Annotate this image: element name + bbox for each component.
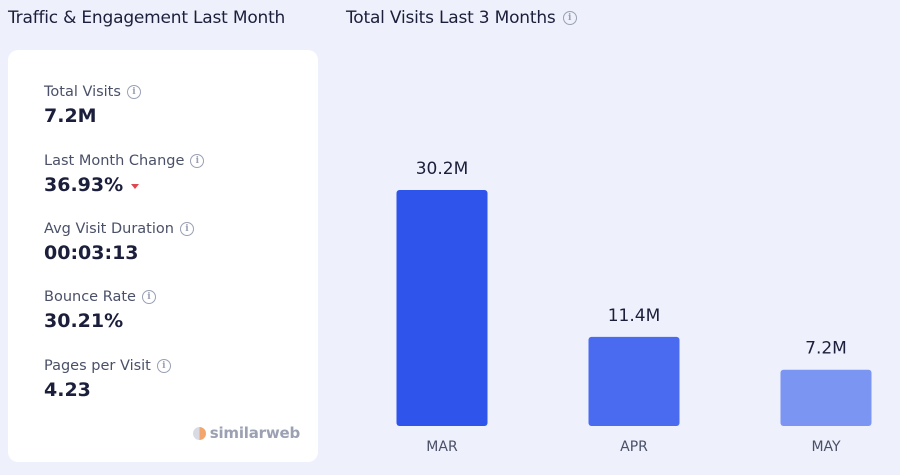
- engagement-heading: Traffic & Engagement Last Month: [8, 8, 285, 28]
- metric-label: Last Month Change: [44, 153, 185, 169]
- info-icon[interactable]: i: [156, 359, 171, 373]
- metric-last-month-change: Last Month Change i 36.93%: [44, 153, 205, 196]
- info-icon[interactable]: i: [141, 290, 156, 304]
- bar-apr[interactable]: [588, 336, 680, 426]
- category-label: MAR: [426, 439, 458, 455]
- metric-label: Pages per Visit: [44, 358, 151, 374]
- metric-value: 7.2M: [44, 105, 97, 127]
- bar-value-label: 11.4M: [608, 306, 661, 326]
- bar-mar[interactable]: [396, 190, 488, 426]
- metric-value: 00:03:13: [44, 242, 139, 264]
- metric-total-visits: Total Visits i 7.2M: [44, 84, 141, 127]
- bar-value-label: 30.2M: [416, 159, 469, 179]
- metric-pages-per-visit: Pages per Visit i 4.23: [44, 358, 171, 401]
- info-icon[interactable]: i: [562, 11, 577, 25]
- category-label: MAY: [811, 439, 841, 455]
- metric-label: Total Visits: [44, 84, 121, 100]
- info-icon[interactable]: i: [126, 85, 141, 99]
- info-icon[interactable]: i: [179, 222, 194, 236]
- similarweb-logo: similarweb: [192, 424, 300, 442]
- engagement-card: Total Visits i 7.2M Last Month Change i …: [8, 50, 318, 462]
- engagement-title: Traffic & Engagement Last Month: [8, 8, 286, 28]
- metric-label: Bounce Rate: [44, 289, 136, 305]
- visits-bar-chart: 30.2M MAR 11.4M APR 7.2M MAY: [396, 159, 872, 455]
- bar-may[interactable]: [780, 369, 872, 426]
- brand-name: similarweb: [209, 424, 300, 442]
- caret-down-icon: [131, 183, 140, 189]
- metric-avg-visit-duration: Avg Visit Duration i 00:03:13: [44, 221, 194, 264]
- chart-heading: Total Visits Last 3 Months i: [346, 8, 577, 28]
- metric-value: 4.23: [44, 379, 91, 401]
- similarweb-logo-icon: [192, 426, 206, 440]
- info-icon[interactable]: i: [190, 154, 205, 168]
- chart-title: Total Visits Last 3 Months: [346, 8, 556, 28]
- metric-bounce-rate: Bounce Rate i 30.21%: [44, 289, 156, 332]
- metric-value: 30.21%: [44, 310, 124, 332]
- metric-label: Avg Visit Duration: [44, 221, 174, 237]
- metric-value: 36.93%: [44, 174, 124, 196]
- bar-value-label: 7.2M: [805, 339, 847, 359]
- category-label: APR: [620, 439, 648, 455]
